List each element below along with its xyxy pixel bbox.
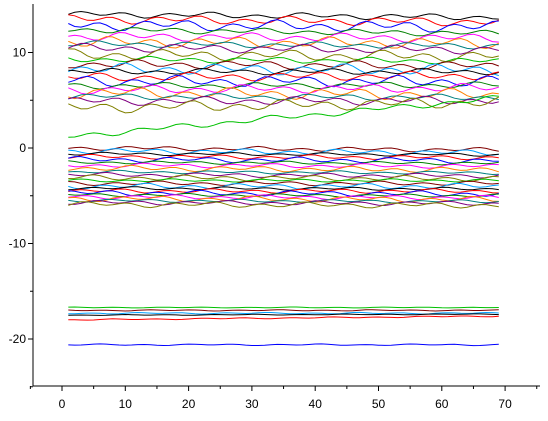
axes: 10 0 -10 -20 0 10 20 30 40 50 60 70: [9, 4, 540, 411]
y-tick-label: 0: [19, 141, 26, 155]
series-line: [68, 145, 499, 153]
series-line: [68, 19, 499, 33]
series-line: [68, 62, 499, 77]
series-line: [68, 31, 499, 43]
series-line: [68, 42, 499, 55]
series-line: [68, 189, 499, 198]
plot-lines: [68, 10, 500, 347]
series-line: [68, 10, 499, 21]
series-line: [68, 178, 499, 183]
series-line: [68, 81, 499, 90]
series-line: [68, 306, 499, 309]
x-tick-label: 40: [309, 397, 323, 411]
x-tick-label: 0: [59, 397, 66, 411]
series-line: [68, 96, 500, 114]
series-line: [68, 198, 499, 204]
series-line: [68, 174, 499, 182]
series-line: [68, 27, 499, 37]
y-tick-label: -10: [9, 237, 27, 251]
series-line: [68, 195, 499, 203]
series-line: [68, 48, 499, 63]
series-line: [68, 148, 499, 156]
series-line: [68, 171, 499, 179]
series-line: [68, 40, 499, 50]
series-line: [68, 313, 499, 316]
y-tick-label: 10: [13, 46, 27, 60]
x-tick-label: 30: [245, 397, 259, 411]
series-line: [68, 14, 499, 27]
series-line: [68, 36, 500, 50]
series-line: [68, 309, 499, 312]
x-tick-label: 10: [119, 397, 133, 411]
y-axis-ticks: 10 0 -10 -20: [9, 46, 33, 388]
series-line: [68, 154, 499, 161]
x-tick-label: 70: [498, 397, 512, 411]
series-line: [68, 156, 499, 164]
series-line: [68, 188, 499, 194]
x-axis-ticks: 0 10 20 30 40 50 60 70: [29, 386, 538, 411]
series-line: [68, 182, 499, 190]
series-line: [68, 55, 499, 65]
series-line: [68, 315, 499, 321]
y-tick-label: -20: [9, 332, 27, 346]
series-line: [68, 343, 499, 347]
series-line: [68, 67, 499, 76]
series-line: [68, 192, 499, 198]
series-line: [68, 162, 499, 169]
series-line: [68, 201, 499, 209]
x-tick-label: 60: [435, 397, 449, 411]
x-tick-label: 20: [182, 397, 196, 411]
series-line: [68, 95, 499, 138]
series-line: [68, 151, 499, 157]
series-line: [68, 95, 499, 106]
x-tick-label: 50: [372, 397, 386, 411]
series-line: [68, 74, 500, 88]
series-line: [68, 70, 499, 82]
series-line: [68, 169, 499, 176]
series-line: [68, 164, 499, 173]
